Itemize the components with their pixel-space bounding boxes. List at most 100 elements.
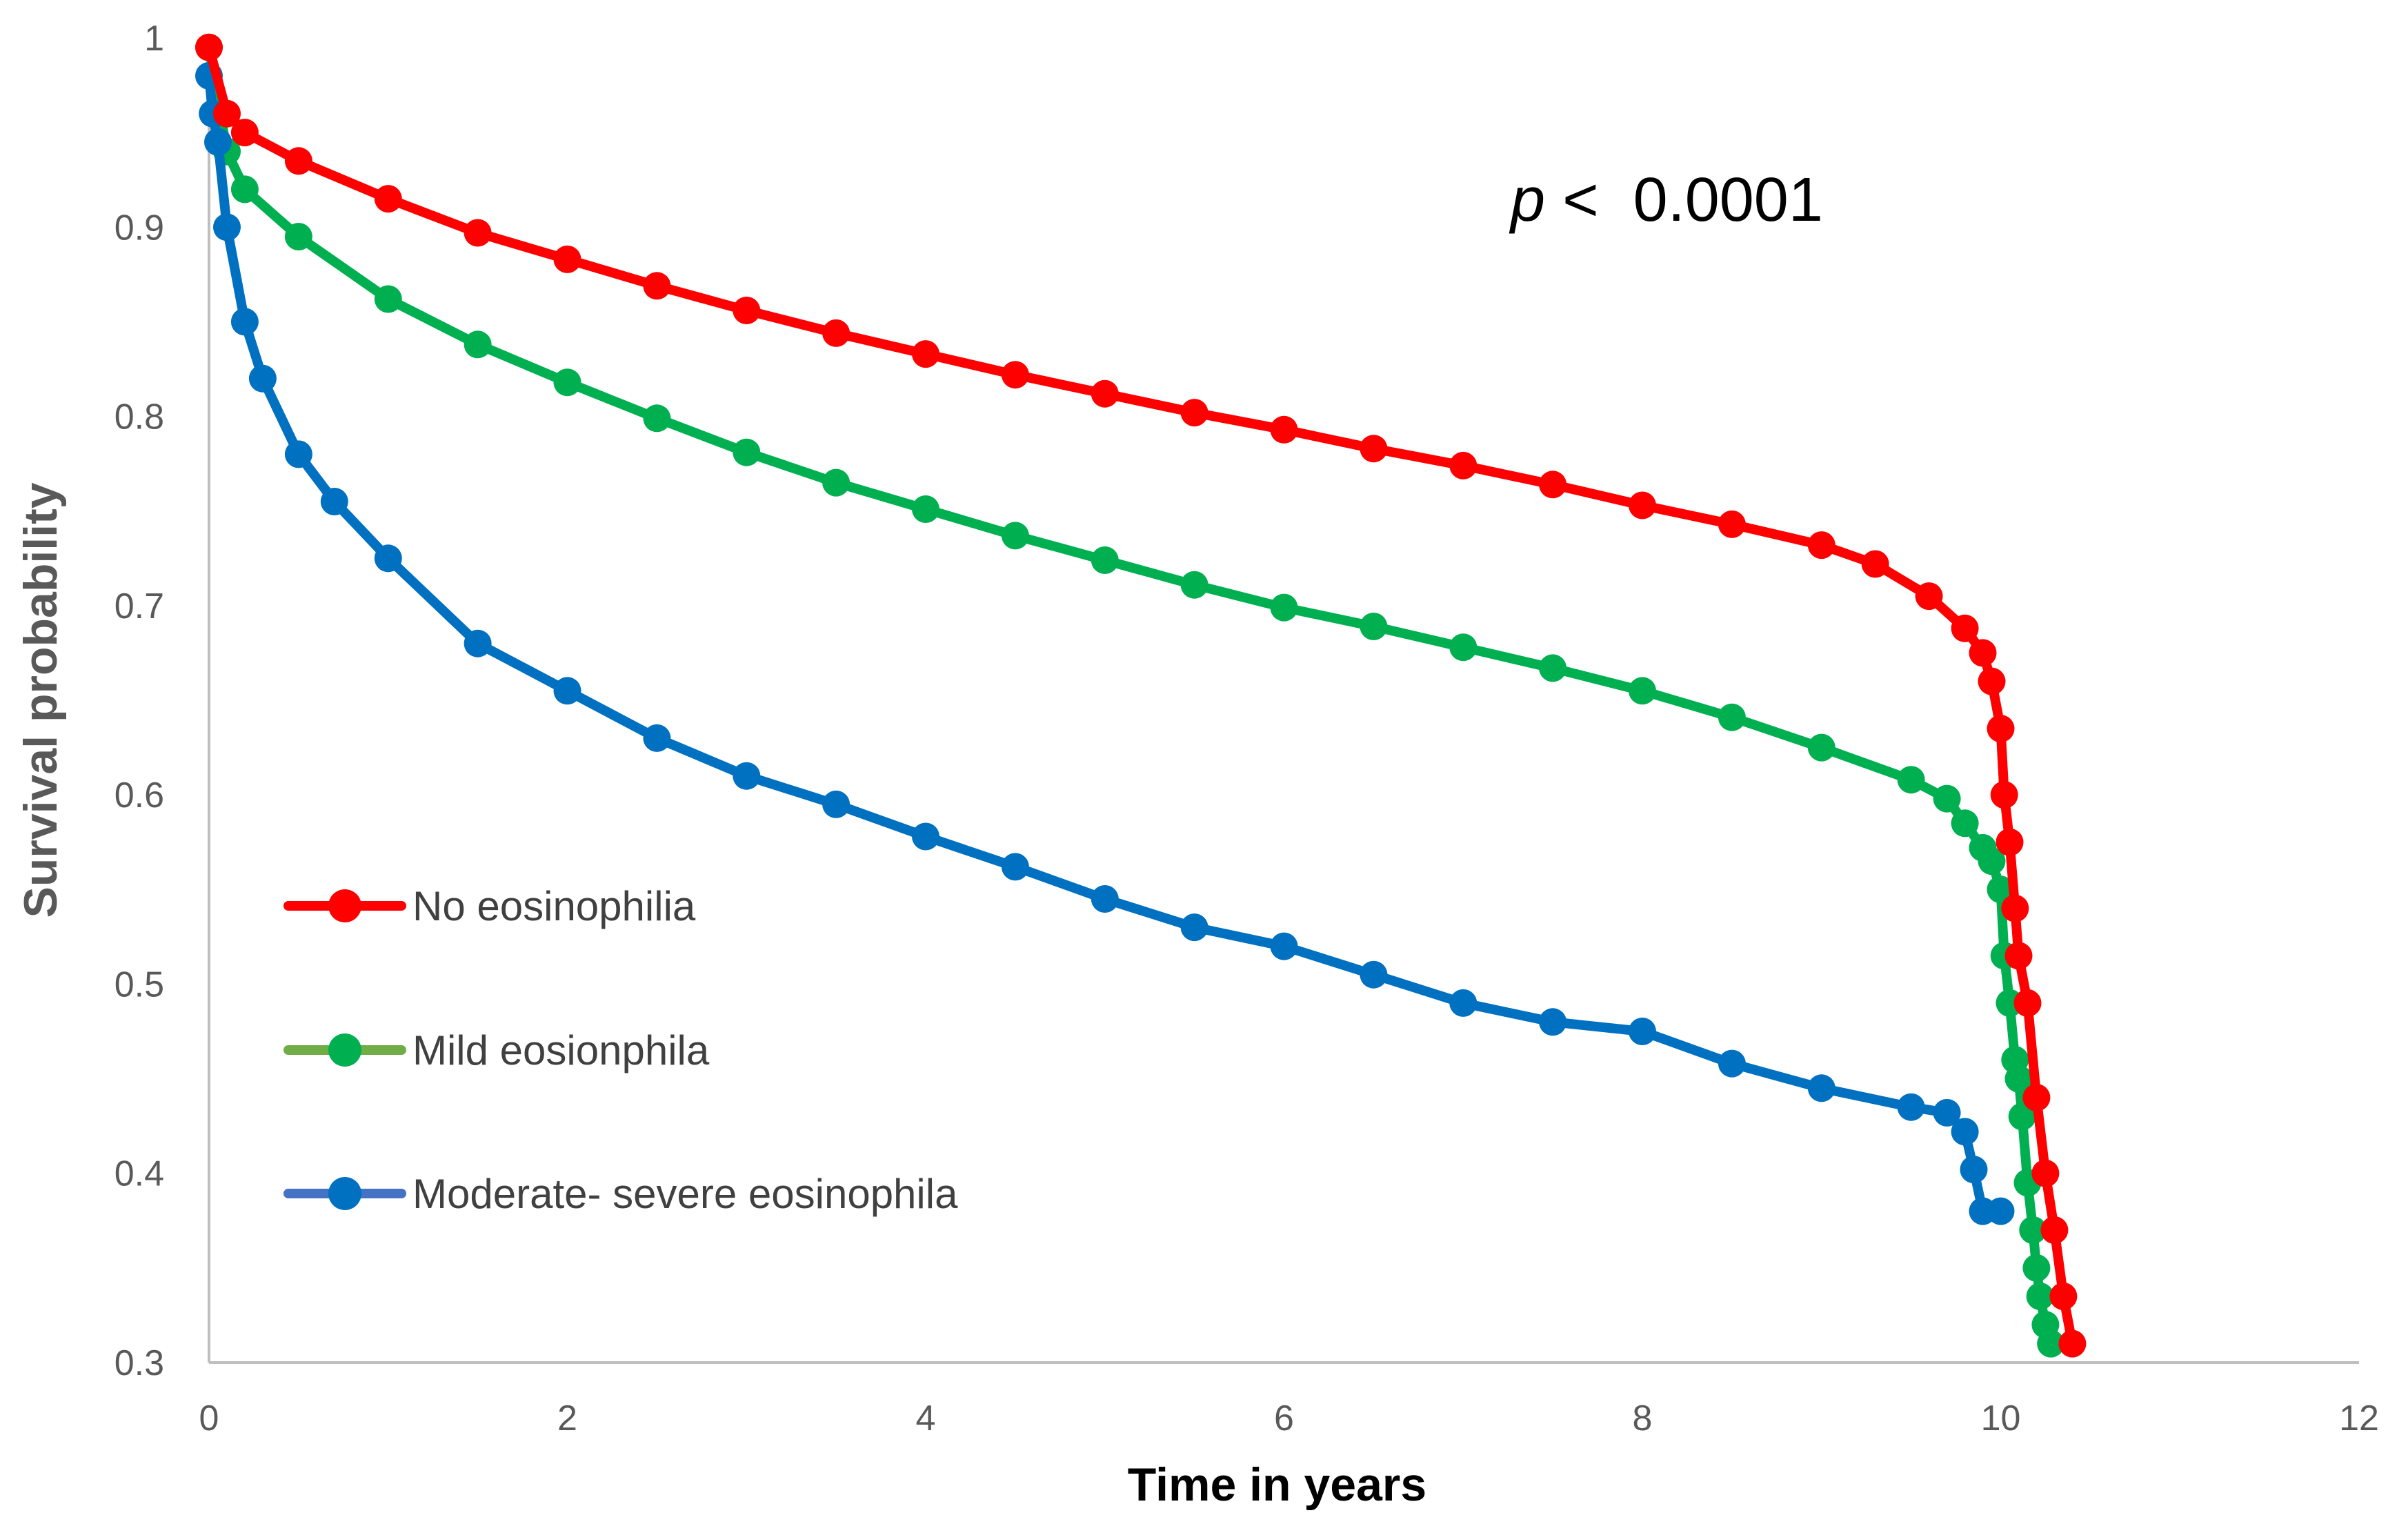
p-value-text: < 0.0001 bbox=[1545, 166, 1823, 235]
series-point bbox=[822, 319, 850, 347]
series-point bbox=[912, 340, 939, 368]
series-point bbox=[1987, 715, 2015, 743]
x-tick-label: 12 bbox=[2339, 1398, 2379, 1438]
series-point bbox=[2049, 1283, 2078, 1310]
series-point bbox=[1969, 639, 1997, 667]
series-2 bbox=[195, 33, 2065, 1358]
series-point bbox=[2031, 1159, 2060, 1187]
legend-label: No eosinophilia bbox=[412, 883, 696, 929]
series-point bbox=[2022, 1254, 2051, 1282]
x-tick-label: 6 bbox=[1274, 1398, 1294, 1438]
series-point bbox=[213, 213, 241, 241]
series-point bbox=[284, 223, 312, 250]
series-point bbox=[374, 285, 402, 313]
series-point bbox=[553, 245, 581, 273]
legend-item: No eosinophilia bbox=[283, 883, 696, 929]
series-point bbox=[1180, 399, 1208, 427]
series-point bbox=[1539, 471, 1567, 499]
x-tick-label: 0 bbox=[199, 1398, 219, 1438]
series-layer bbox=[195, 33, 2087, 1358]
series-line bbox=[204, 42, 2078, 1349]
series-point bbox=[2001, 894, 2029, 922]
series-point bbox=[1933, 784, 1961, 813]
series-point bbox=[2026, 1283, 2054, 1310]
legend-marker bbox=[328, 1177, 361, 1210]
series-point bbox=[1091, 885, 1119, 913]
series-1 bbox=[195, 33, 2087, 1358]
legend-item: Mild eosionphila bbox=[283, 1027, 710, 1073]
legend: No eosinophilia Mild eosionphila Moderate-… bbox=[283, 883, 958, 1217]
series-point bbox=[643, 404, 671, 433]
series-point bbox=[733, 438, 761, 466]
series-point bbox=[1807, 733, 1835, 762]
series-point bbox=[1951, 1118, 1979, 1146]
series-point bbox=[822, 468, 850, 497]
series-point bbox=[374, 544, 402, 573]
series-point bbox=[1987, 875, 2015, 904]
series-point bbox=[822, 790, 850, 818]
series-point bbox=[213, 99, 241, 128]
p-value-annotation: p < 0.0001 bbox=[1509, 166, 1823, 235]
legend-label: Mild eosionphila bbox=[412, 1027, 710, 1073]
series-point bbox=[2004, 942, 2033, 970]
series-point bbox=[553, 368, 581, 397]
x-tick-label: 2 bbox=[557, 1398, 577, 1438]
series-point bbox=[1449, 633, 1477, 662]
p-symbol: p bbox=[1509, 166, 1545, 235]
y-tick-label: 0.6 bbox=[115, 775, 164, 815]
series-point bbox=[1539, 1008, 1567, 1036]
series-point bbox=[248, 364, 277, 393]
series-point bbox=[230, 175, 259, 204]
series-point bbox=[1933, 1098, 1961, 1127]
x-axis-title: Time in years bbox=[1128, 1458, 1426, 1511]
series-point bbox=[1987, 1197, 2015, 1225]
series-point bbox=[1360, 960, 1388, 989]
series-point bbox=[284, 440, 312, 468]
y-tick-label: 0.9 bbox=[115, 208, 164, 248]
series-point bbox=[1978, 847, 2006, 875]
x-tick-label: 8 bbox=[1633, 1398, 1653, 1438]
series-point bbox=[1360, 435, 1388, 463]
series-point bbox=[1539, 654, 1567, 682]
y-tick-label: 0.5 bbox=[115, 964, 164, 1005]
series-point bbox=[2058, 1329, 2087, 1358]
y-tick-label: 1 bbox=[144, 19, 164, 59]
legend-label: Moderate- severe eosinophila bbox=[412, 1171, 958, 1217]
series-point bbox=[1718, 703, 1746, 731]
series-point bbox=[1449, 989, 1477, 1017]
series-point bbox=[1360, 613, 1388, 640]
y-tick-label: 0.7 bbox=[115, 586, 164, 626]
series-point bbox=[1996, 828, 2024, 856]
series-point bbox=[464, 330, 492, 359]
series-point bbox=[2019, 1216, 2047, 1244]
series-point bbox=[320, 488, 348, 515]
series-point bbox=[204, 128, 232, 156]
series-point bbox=[1001, 361, 1029, 389]
axes: 0 2 4 6 8 10 12 0.3 0.4 0.5 0.6 0.7 0.8 0.9 1 bbox=[115, 19, 2379, 1438]
series-point bbox=[1897, 1093, 1925, 1121]
series-point bbox=[2040, 1216, 2069, 1244]
series-point bbox=[1718, 510, 1746, 538]
series-point bbox=[230, 308, 259, 336]
y-axis-title: Survival probability bbox=[14, 482, 67, 918]
series-point bbox=[1861, 550, 1889, 578]
series-point bbox=[1449, 451, 1477, 479]
series-point bbox=[1915, 582, 1943, 611]
series-point bbox=[733, 762, 761, 790]
series-point bbox=[733, 297, 761, 324]
series-point bbox=[2022, 1084, 2051, 1111]
series-point bbox=[553, 677, 581, 705]
series-point bbox=[1897, 766, 1925, 794]
series-3 bbox=[195, 61, 2015, 1225]
y-tick-label: 0.8 bbox=[115, 397, 164, 437]
series-point bbox=[1629, 1018, 1656, 1045]
series-point bbox=[374, 185, 402, 213]
series-point bbox=[1951, 614, 1979, 642]
series-point bbox=[1629, 677, 1656, 705]
series-point bbox=[2004, 1065, 2033, 1093]
series-point bbox=[1270, 415, 1298, 444]
series-point bbox=[1951, 809, 1979, 838]
x-tick-label: 4 bbox=[916, 1398, 936, 1438]
series-point bbox=[1629, 491, 1656, 519]
